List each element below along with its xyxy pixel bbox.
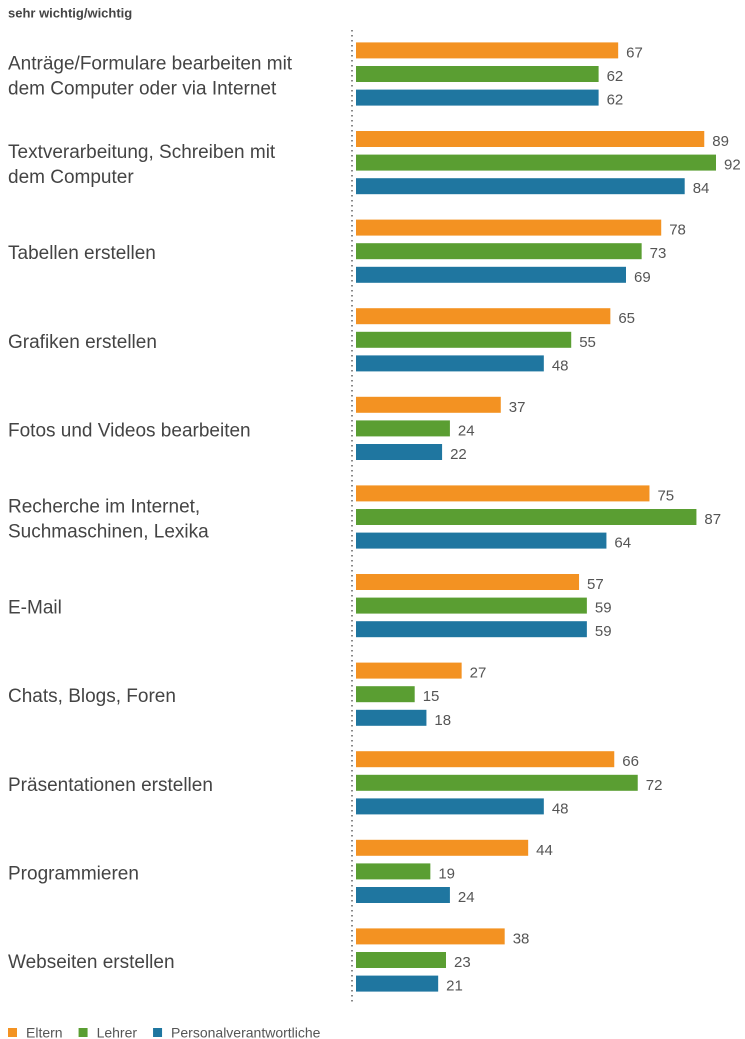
bar [356,574,580,590]
category-label: Textverarbeitung, Schreiben mit dem Compu… [8,142,276,188]
value-label: 24 [458,422,475,439]
bar [356,839,529,856]
legend-label: Personalverantwortliche [171,1025,321,1039]
bar [356,532,607,549]
bar [356,266,626,283]
legend-swatch [78,1028,88,1037]
value-label: 21 [446,978,463,995]
category-label: Programmieren [8,863,139,884]
bar [356,887,450,903]
category-label: Präsentationen erstellen [8,775,213,796]
value-label: 37 [509,399,526,416]
category-label: E-Mail [8,598,62,619]
bar [356,355,544,372]
bar [356,863,431,880]
bar [356,751,615,768]
value-label: 78 [669,222,686,239]
bar [356,89,599,106]
subtitle: sehr wichtig/wichtig [8,5,132,20]
bar [356,42,619,59]
bar [356,509,697,525]
value-label: 48 [552,800,569,817]
legend-label: Lehrer [97,1025,138,1039]
value-label: 84 [693,180,710,197]
value-label: 92 [724,157,741,174]
bar [356,331,572,348]
category-label: Tabellen erstellen [8,243,156,264]
category-label: Fotos und Videos bearbeiten [8,420,251,441]
value-label: 73 [650,245,667,262]
bar [356,444,443,460]
value-label: 62 [607,92,624,109]
category-label: Chats, Blogs, Foren [8,686,176,707]
value-label: 75 [657,487,674,504]
bar [356,219,662,236]
value-label: 65 [618,310,635,327]
bar [356,774,638,791]
bar [356,709,427,726]
value-label: 66 [622,753,639,770]
bar [356,928,505,945]
legend-label: Eltern [26,1025,63,1039]
value-label: 64 [614,535,631,552]
value-label: 38 [513,930,530,947]
value-label: 55 [579,334,596,351]
bar [356,597,587,614]
value-label: 44 [536,842,553,859]
value-label: 27 [470,665,487,682]
category-label: Grafiken erstellen [8,332,157,353]
bar [356,420,450,437]
bar [356,798,544,815]
value-label: 23 [454,954,471,971]
category-label: Webseiten erstellen [8,952,175,973]
bar [356,131,705,147]
value-label: 62 [607,68,624,85]
value-label: 87 [704,511,721,528]
value-label: 18 [434,712,451,729]
bar [356,308,611,325]
legend-swatch [8,1028,17,1037]
bar [356,178,685,195]
bar [356,66,599,82]
value-label: 48 [552,357,569,374]
bar [356,686,415,703]
bar [356,485,650,502]
value-label: 69 [634,269,651,286]
bar [356,621,587,638]
value-label: 19 [438,865,455,882]
bar [356,662,462,679]
bar [356,396,501,413]
value-label: 57 [587,576,604,593]
bar [356,154,716,171]
category-label: Anträge/Formulare bearbeiten mit dem Comp… [8,54,293,100]
value-label: 15 [423,688,440,705]
value-label: 22 [450,446,467,463]
value-label: 89 [712,133,729,150]
value-label: 59 [595,600,612,617]
bar [356,243,642,260]
value-label: 59 [595,623,612,640]
value-label: 72 [646,777,663,794]
bar [356,975,439,992]
value-label: 67 [626,44,643,61]
legend-swatch [153,1028,163,1037]
value-label: 24 [458,889,475,906]
bar [356,952,446,968]
category-label: Recherche im Internet, Suchmaschinen, Lex… [8,497,209,543]
